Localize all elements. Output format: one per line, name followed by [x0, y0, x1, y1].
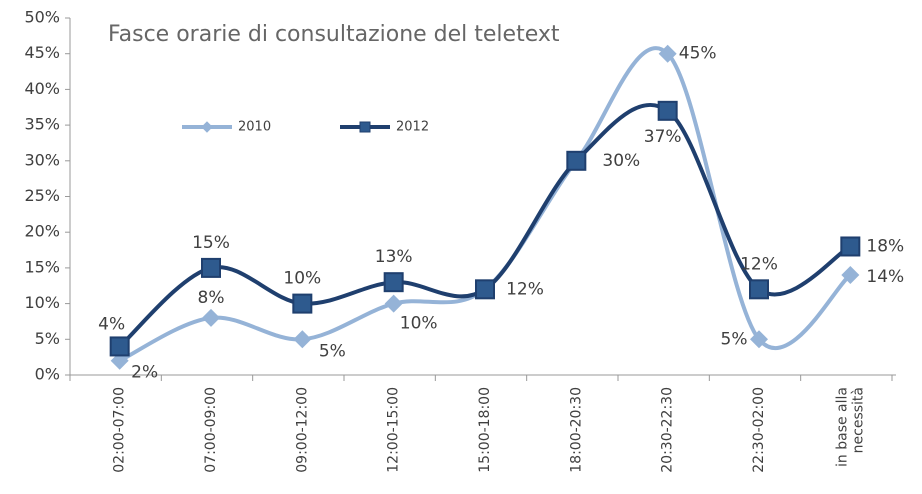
x-tick-label: 12:00-15:00 — [386, 387, 402, 473]
x-tick-label: 18:00-20:30 — [568, 387, 584, 473]
legend-marker — [359, 121, 371, 133]
y-tick-label: 30% — [24, 150, 60, 169]
x-tick-label: 09:00-12:00 — [294, 387, 310, 473]
data-point — [658, 44, 677, 63]
data-label: 4% — [98, 314, 125, 334]
data-label: 18% — [866, 236, 904, 256]
y-tick-label: 10% — [24, 293, 60, 312]
legend-label: 2010 — [238, 120, 271, 135]
data-label: 5% — [721, 329, 748, 349]
x-tick-label: 07:00-09:00 — [203, 387, 219, 473]
data-label: 2% — [131, 363, 158, 383]
data-label: 12% — [740, 254, 778, 274]
series-line — [118, 46, 852, 363]
y-tick-label: 5% — [35, 329, 60, 348]
data-point — [749, 279, 769, 300]
data-label: 45% — [679, 44, 717, 64]
legend-marker — [201, 121, 213, 133]
y-tick-label: 50% — [24, 8, 60, 27]
y-tick-label: 45% — [24, 43, 60, 62]
data-point — [201, 257, 221, 278]
data-label: 5% — [319, 341, 346, 361]
data-label: 37% — [644, 127, 682, 147]
x-tick-label: 02:00-07:00 — [112, 387, 128, 473]
data-point — [383, 272, 404, 293]
data-label: 14% — [866, 267, 904, 287]
y-tick-label: 15% — [24, 257, 60, 276]
data-label: 10% — [400, 314, 438, 334]
y-tick-label: 20% — [24, 222, 60, 241]
chart-title: Fasce orarie di consultazione del telete… — [108, 22, 560, 47]
data-point — [657, 100, 678, 121]
y-tick-label: 0% — [35, 365, 60, 384]
data-label: 15% — [192, 233, 230, 253]
y-tick-label: 25% — [24, 186, 60, 205]
data-point — [109, 336, 130, 357]
x-tick-label: 15:00-18:00 — [477, 387, 493, 473]
data-point — [293, 330, 312, 349]
legend-label: 2012 — [396, 120, 429, 135]
data-point — [566, 150, 587, 171]
data-label: 10% — [283, 269, 321, 289]
data-point — [750, 330, 768, 349]
series-line — [118, 103, 852, 348]
data-point — [475, 279, 495, 300]
x-tick-label: in base allanecessità — [834, 387, 866, 467]
data-point — [384, 294, 403, 313]
data-label: 8% — [198, 288, 225, 308]
data-point — [292, 293, 313, 314]
data-label: 13% — [375, 247, 413, 267]
x-tick-label: 20:30-22:30 — [660, 387, 676, 473]
data-point — [840, 236, 861, 257]
data-point — [841, 266, 860, 285]
x-tick-label: 22:30-02:00 — [751, 387, 767, 473]
data-label: 30% — [602, 151, 640, 171]
data-point — [202, 308, 220, 327]
y-tick-label: 40% — [24, 79, 60, 98]
y-tick-label: 35% — [24, 115, 60, 134]
data-label: 12% — [506, 279, 544, 299]
